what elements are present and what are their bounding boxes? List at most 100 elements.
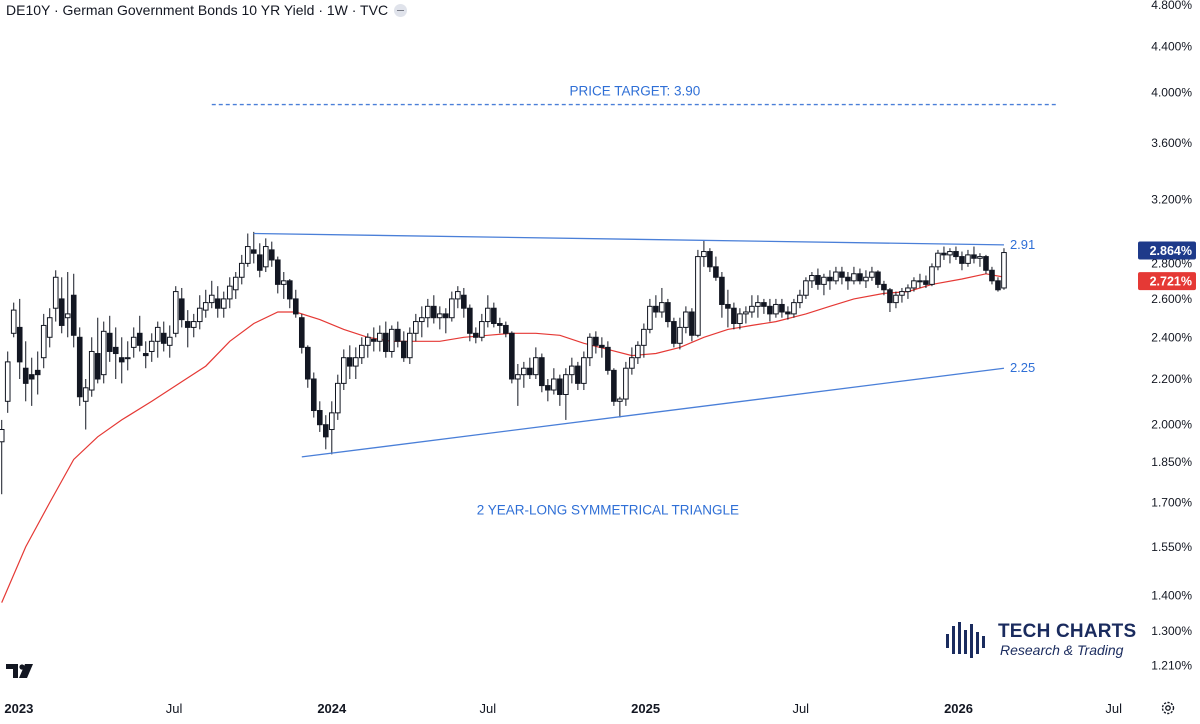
candle <box>707 248 713 273</box>
candle <box>725 289 731 328</box>
candle-body <box>635 344 641 359</box>
candle <box>761 298 767 314</box>
candle <box>821 273 827 296</box>
candle-body <box>515 374 521 380</box>
candle-body <box>749 305 755 313</box>
candle <box>881 280 887 296</box>
candle <box>359 337 365 364</box>
candle <box>839 266 845 285</box>
candle-body <box>995 280 1001 291</box>
axes-layer: 4.800% 4.400% 4.000% 3.600% 3.200% 2.800% 2.60… <box>4 0 1196 716</box>
candle <box>545 378 551 402</box>
candle <box>581 351 587 391</box>
current-price-badge <box>1138 241 1196 260</box>
candle-body <box>172 291 179 334</box>
candle-body <box>1001 252 1007 289</box>
y-axis-tick-label: 3.600% <box>1151 136 1192 150</box>
candle-body <box>22 367 29 384</box>
candle-body <box>124 357 131 360</box>
candle <box>238 254 245 285</box>
candle <box>166 325 173 358</box>
candle <box>899 287 905 303</box>
candle <box>905 284 911 299</box>
candle <box>347 345 353 379</box>
candle <box>827 270 833 290</box>
candle-body <box>154 326 161 342</box>
candle-body <box>292 298 299 315</box>
candle-body <box>413 321 419 334</box>
candle-body <box>244 246 251 264</box>
candle-body <box>106 332 113 352</box>
candle <box>226 277 233 309</box>
tradingview-logo-icon[interactable] <box>6 662 36 685</box>
candle <box>52 270 59 322</box>
candle-body <box>587 336 593 359</box>
x-axis-tick-label: 2023 <box>4 701 33 716</box>
candle <box>76 327 83 406</box>
candle-body <box>881 283 887 291</box>
candle-body <box>16 326 23 363</box>
candle <box>551 368 557 395</box>
moving-average-price-badge <box>1138 272 1196 291</box>
candle <box>857 268 863 285</box>
candle <box>845 272 851 290</box>
candle-body <box>797 294 803 304</box>
candle-body <box>0 429 5 443</box>
settings-gear-icon[interactable] <box>1160 700 1176 721</box>
candle-body <box>959 256 965 264</box>
candle-body <box>551 378 557 391</box>
candle <box>629 347 635 375</box>
candle <box>136 315 143 352</box>
candle <box>232 272 239 299</box>
candle <box>659 287 665 318</box>
candle-body <box>70 294 77 336</box>
candle-body <box>491 307 497 324</box>
candle-body <box>539 357 545 387</box>
candle <box>797 289 803 309</box>
candle-body <box>677 326 683 344</box>
resistance-trendline <box>253 232 1004 246</box>
candle <box>413 313 419 342</box>
candle-body <box>707 251 713 268</box>
candle <box>575 361 581 391</box>
candle-body <box>977 256 983 259</box>
candle <box>971 246 977 264</box>
candle <box>118 337 125 384</box>
candle <box>389 325 395 358</box>
candle <box>94 317 101 384</box>
candle <box>4 351 11 413</box>
candle-body <box>130 336 137 348</box>
candle-body <box>136 332 143 346</box>
candle <box>88 337 95 397</box>
candle <box>280 272 287 299</box>
candle-body <box>4 361 11 402</box>
candle-body <box>869 271 875 278</box>
candle <box>983 254 989 274</box>
candle-body <box>365 336 371 346</box>
candle-body <box>52 276 59 309</box>
candle <box>304 345 311 388</box>
candle-body <box>322 424 329 438</box>
candle-body <box>887 289 893 304</box>
candle-body <box>893 294 899 304</box>
candle-body <box>929 266 935 285</box>
candle <box>1001 248 1007 290</box>
candle <box>437 306 443 330</box>
candle <box>851 266 857 285</box>
candle-body <box>341 357 347 384</box>
candle <box>959 251 965 271</box>
candle-body <box>671 321 677 344</box>
candle-body <box>226 285 233 300</box>
candle <box>112 327 119 379</box>
candle-body <box>851 273 857 282</box>
candle <box>274 256 281 294</box>
candle <box>0 419 5 495</box>
minus-circle-icon[interactable] <box>394 3 408 17</box>
candle <box>653 295 659 318</box>
candle-body <box>160 332 167 344</box>
candle-body <box>593 336 599 346</box>
candle-body <box>833 271 839 282</box>
candle-body <box>479 321 485 338</box>
